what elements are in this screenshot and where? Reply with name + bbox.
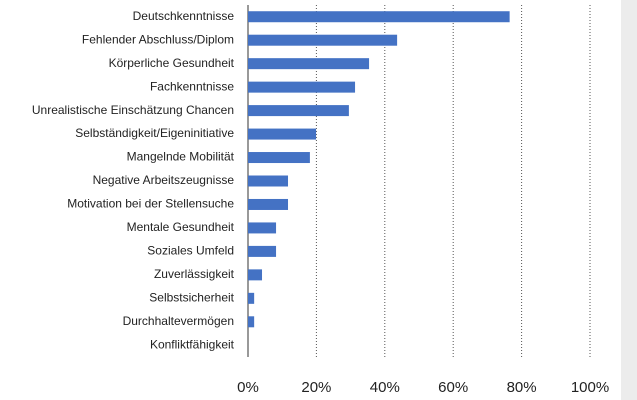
bar <box>248 11 510 23</box>
x-tick-label: 20% <box>301 379 331 396</box>
bar <box>248 128 317 140</box>
bar <box>248 175 289 187</box>
side-strip <box>621 0 637 400</box>
bar <box>248 198 289 210</box>
bar <box>248 245 277 257</box>
x-tick-label: 0% <box>237 379 259 396</box>
y-tick-label: Unrealistische Einschätzung Chancen <box>32 103 234 117</box>
y-tick-label: Selbstsicherheit <box>149 291 234 305</box>
y-tick-label: Fehlender Abschluss/Diplom <box>82 32 234 46</box>
y-tick-label: Motivation bei der Stellensuche <box>67 197 234 211</box>
bar <box>248 292 255 304</box>
y-tick-label: Zuverlässigkeit <box>154 267 235 281</box>
y-tick-label: Deutschkenntnisse <box>133 9 235 23</box>
bar <box>248 105 349 117</box>
bar <box>248 316 255 328</box>
y-tick-label: Körperliche Gesundheit <box>109 56 235 70</box>
x-tick-label: 80% <box>507 379 537 396</box>
y-tick-label: Konfliktfähigkeit <box>150 337 235 351</box>
y-tick-label: Mangelnde Mobilität <box>127 150 235 164</box>
x-tick-label: 100% <box>571 379 609 396</box>
bar <box>248 269 263 281</box>
y-tick-label: Soziales Umfeld <box>147 244 234 258</box>
bar <box>248 152 310 164</box>
y-tick-label: Negative Arbeitszeugnisse <box>93 173 235 187</box>
bar <box>248 58 370 70</box>
y-tick-label: Durchhaltevermögen <box>123 314 234 328</box>
y-tick-label: Mentale Gesundheit <box>127 220 235 234</box>
y-tick-label: Selbständigkeit/Eigeninitiative <box>75 126 234 140</box>
bar <box>248 34 398 46</box>
y-tick-label: Fachkenntnisse <box>150 79 234 93</box>
x-tick-label: 60% <box>438 379 468 396</box>
bar <box>248 81 356 93</box>
x-tick-label: 40% <box>370 379 400 396</box>
bar <box>248 222 277 234</box>
